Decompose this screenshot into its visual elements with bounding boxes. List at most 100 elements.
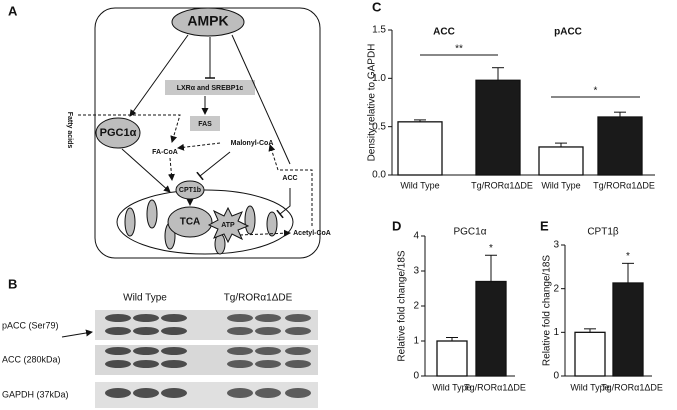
band <box>105 327 131 335</box>
arrow <box>78 114 181 143</box>
x-tick-label: Wild Type <box>541 180 580 190</box>
band <box>255 327 281 335</box>
row-label: ACC (280kDa) <box>2 354 61 364</box>
bar <box>538 146 584 176</box>
band <box>105 360 131 368</box>
bar <box>597 116 643 176</box>
node-label: LXRα and SREBP1c <box>177 85 244 92</box>
node-label: CPT1b <box>179 187 201 194</box>
y-axis-label: Relative fold change/18S <box>397 250 408 362</box>
band <box>227 388 253 398</box>
band <box>133 360 159 368</box>
y-tick-label: 1.5 <box>372 25 386 36</box>
band <box>285 347 311 355</box>
arrow <box>121 148 171 193</box>
group-label: Wild Type <box>123 293 167 304</box>
node-label: FA-CoA <box>152 149 178 156</box>
band <box>285 327 311 335</box>
panel-label: B <box>8 276 17 291</box>
crista <box>244 205 256 235</box>
bar <box>612 282 644 377</box>
group-title: ACC <box>433 27 455 38</box>
arrow <box>177 142 221 151</box>
node-shape <box>165 80 255 95</box>
x-tick-label: Wild Type <box>570 382 609 392</box>
node-shape <box>171 7 245 37</box>
blot-strip <box>95 382 318 408</box>
band <box>161 327 187 335</box>
node-label: AMPK <box>187 13 228 29</box>
panel-label: C <box>372 0 382 14</box>
node-shape <box>167 206 213 238</box>
arrow <box>268 144 313 226</box>
node-shape <box>95 117 141 149</box>
band <box>255 388 281 398</box>
y-tick-label: 0.5 <box>372 121 386 132</box>
charts: C ACC pACC Density relative to GAPDH 0.0 0.5 1… <box>367 0 663 392</box>
node-label: TCA <box>180 217 201 228</box>
chart-title: PGC1α <box>453 227 486 238</box>
band <box>133 314 159 322</box>
bar <box>397 121 443 176</box>
band <box>285 314 311 322</box>
band <box>133 347 159 355</box>
y-tick-label: 2 <box>553 283 559 294</box>
node-label: ATP <box>221 222 235 229</box>
band <box>161 314 187 322</box>
significance: * <box>594 86 598 97</box>
bar <box>475 79 521 176</box>
band <box>105 388 131 398</box>
band <box>161 388 187 398</box>
node-label: Malonyl-CoA <box>231 140 274 147</box>
band <box>227 360 253 368</box>
arrow <box>167 157 175 181</box>
band <box>255 360 281 368</box>
x-tick-label: Wild Type <box>432 382 471 392</box>
band <box>161 360 187 368</box>
group-label: Tg/RORα1ΔDE <box>224 293 293 304</box>
bar <box>436 340 468 377</box>
band <box>227 347 253 355</box>
chart-title: CPT1β <box>587 227 619 238</box>
bar <box>574 331 606 377</box>
y-tick-label: 1.0 <box>372 73 386 84</box>
node-shape <box>190 116 220 131</box>
y-tick-label: 1 <box>413 336 419 347</box>
node-label: Fatty acids <box>66 112 73 149</box>
y-axis-label: Relative fold change/18S <box>542 255 553 367</box>
blot: B Wild Type Tg/RORα1ΔDE pACC (Ser79) ACC… <box>2 276 318 408</box>
x-tick-label: Tg/RORα1ΔDE <box>471 180 533 190</box>
row-label: pACC (Ser79) <box>2 320 59 330</box>
node-label: ACC <box>282 175 297 182</box>
panel-label: A <box>8 3 18 18</box>
arrow <box>61 329 93 338</box>
band <box>133 388 159 398</box>
atp-burst <box>207 206 250 244</box>
band <box>227 314 253 322</box>
group-title: pACC <box>554 27 582 38</box>
y-tick-label: 2 <box>413 301 419 312</box>
band <box>161 347 187 355</box>
band <box>285 360 311 368</box>
blot-strip <box>95 345 318 375</box>
y-tick-label: 3 <box>413 266 419 277</box>
y-tick-label: 0 <box>553 371 559 382</box>
significance: ** <box>455 44 463 55</box>
diagram: A AMPK LXRα and SREBP1c FAS PGC1α Fatty … <box>8 3 331 259</box>
x-tick-label: Wild Type <box>400 180 439 190</box>
bands <box>105 314 311 398</box>
panel-label: E <box>540 218 549 233</box>
band <box>133 327 159 335</box>
blot-strip <box>95 310 318 340</box>
line <box>231 34 291 165</box>
row-label: GAPDH (37kDa) <box>2 389 69 399</box>
y-tick-label: 4 <box>413 231 419 242</box>
y-axis-label: Density relative to GAPDH <box>367 44 378 162</box>
arrow <box>239 229 291 237</box>
arrow <box>129 34 189 117</box>
band <box>255 347 281 355</box>
bar <box>475 280 507 377</box>
significance: * <box>489 243 493 254</box>
band <box>285 388 311 398</box>
